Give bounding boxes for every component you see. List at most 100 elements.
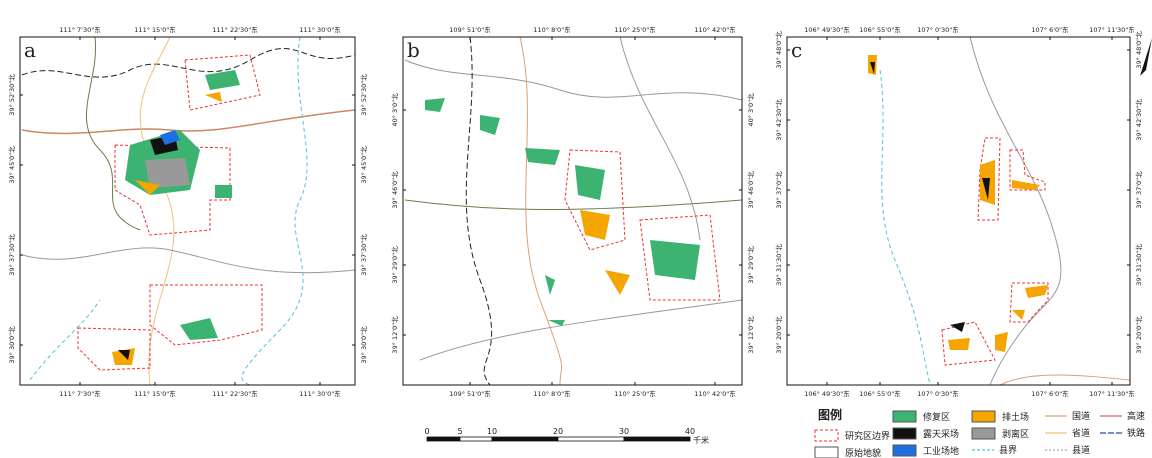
highway xyxy=(22,110,355,134)
legend-label: 国道 xyxy=(1072,410,1090,422)
lat-tick-label: 39° 31'30"北 xyxy=(775,244,783,286)
scale-label: 30 xyxy=(619,427,629,436)
panel-a-map xyxy=(22,37,355,385)
legend-swatch xyxy=(893,411,916,422)
lat-tick-label: 39° 48'0"北 xyxy=(775,31,783,69)
lat-tick-label: 39° 37'0"北 xyxy=(1135,171,1143,209)
lon-tick-label: 107° 11'30"东 xyxy=(1089,25,1135,34)
lat-tick-label: 39° 37'30"北 xyxy=(360,234,368,276)
lon-tick-label: 111° 15'0"东 xyxy=(134,25,176,34)
lon-tick-label: 110° 25'0"东 xyxy=(614,389,656,398)
railway xyxy=(22,49,355,78)
county-road xyxy=(405,60,742,100)
county-road xyxy=(22,248,355,273)
lat-tick-label: 39° 45'0"北 xyxy=(360,146,368,184)
panel-label: b xyxy=(407,38,420,62)
railway xyxy=(466,37,491,385)
lat-tick-label: 39° 20'0"北 xyxy=(1135,316,1143,354)
legend-label: 修复区 xyxy=(923,411,950,423)
lon-tick-label: 110° 42'0"东 xyxy=(694,389,736,398)
lon-tick-label: 106° 49'30"东 xyxy=(804,389,850,398)
county-border xyxy=(30,300,100,380)
lat-tick-label: 39° 29'0"北 xyxy=(391,246,399,284)
county-road xyxy=(420,300,742,360)
scale-segment xyxy=(558,437,624,441)
legend-label: 县界 xyxy=(999,445,1017,456)
legend-label: 研究区边界 xyxy=(845,430,890,442)
legend-label: 剥离区 xyxy=(1002,428,1029,440)
lat-tick-label: 39° 37'0"北 xyxy=(775,171,783,209)
lat-tick-label: 39° 45'0"北 xyxy=(8,146,16,184)
legend-label: 省道 xyxy=(1072,427,1090,439)
lat-tick-label: 39° 52'30"北 xyxy=(8,74,16,116)
panel-c-map xyxy=(868,37,1130,385)
lon-tick-label: 106° 49'30"东 xyxy=(804,25,850,34)
scale-label: 0 xyxy=(424,427,429,436)
lon-tick-label: 107° 6'0"东 xyxy=(1031,389,1069,398)
lon-tick-label: 107° 11'30"东 xyxy=(1089,389,1135,398)
legend-swatch xyxy=(893,445,916,456)
national-road xyxy=(520,37,562,385)
provincial-road xyxy=(140,37,174,385)
lon-tick-label: 107° 0'30"东 xyxy=(917,389,959,398)
lat-tick-label: 39° 12'0"北 xyxy=(747,316,755,354)
lat-tick-label: 39° 30'0"北 xyxy=(8,326,16,364)
legend-label: 工业场地 xyxy=(923,445,959,457)
county-border xyxy=(880,70,930,385)
lon-tick-label: 107° 0'30"东 xyxy=(917,25,959,34)
lat-tick-label: 40° 3'0"北 xyxy=(747,93,755,127)
lat-tick-label: 40° 3'0"北 xyxy=(391,93,399,127)
lon-tick-label: 111° 7'30"东 xyxy=(59,389,101,398)
scale-segment xyxy=(492,437,558,441)
panel-frame xyxy=(403,37,742,385)
legend-swatch xyxy=(815,430,838,441)
lon-tick-label: 106° 55'0"东 xyxy=(859,25,901,34)
lon-tick-label: 111° 7'30"东 xyxy=(59,25,101,34)
scale-label: 10 xyxy=(487,427,497,436)
legend-swatch xyxy=(893,428,916,439)
lon-tick-label: 111° 30'0"东 xyxy=(299,389,341,398)
scale-unit: 千米 xyxy=(693,435,709,445)
legend-swatch xyxy=(815,447,838,458)
legend-label: 露天采场 xyxy=(923,429,959,440)
panel-label: a xyxy=(24,38,36,62)
lon-tick-label: 109° 51'0"东 xyxy=(449,25,491,34)
lat-tick-label: 39° 12'0"北 xyxy=(391,316,399,354)
legend-label: 原始地貌 xyxy=(845,447,881,458)
scale-segment xyxy=(427,437,460,441)
lon-tick-label: 109° 51'0"东 xyxy=(449,389,491,398)
lat-tick-label: 39° 29'0"北 xyxy=(747,246,755,284)
lon-tick-label: 110° 42'0"东 xyxy=(694,25,736,34)
panel-label: c xyxy=(791,38,802,62)
panel-frame xyxy=(787,37,1130,385)
lat-tick-label: 39° 42'30"北 xyxy=(775,99,783,141)
lon-tick-label: 106° 55'0"东 xyxy=(859,389,901,398)
county-road xyxy=(970,37,1061,385)
legend-label: 高速 xyxy=(1127,410,1145,422)
scale-label: 40 xyxy=(685,427,695,436)
lon-tick-label: 107° 6'0"东 xyxy=(1031,25,1069,34)
lat-tick-label: 39° 46'0"北 xyxy=(747,171,755,209)
lon-tick-label: 111° 22'30"东 xyxy=(212,389,258,398)
legend-label: 县道 xyxy=(1072,444,1090,456)
lon-tick-label: 110° 25'0"东 xyxy=(614,25,656,34)
lat-tick-label: 39° 30'0"北 xyxy=(360,326,368,364)
legend-swatch xyxy=(972,411,995,422)
legend-label: 铁路 xyxy=(1127,427,1145,439)
lat-tick-label: 39° 42'30"北 xyxy=(1135,99,1143,141)
lon-tick-label: 110° 8'0"东 xyxy=(533,25,571,34)
scale-segment xyxy=(460,437,492,441)
lat-tick-label: 39° 48'0"北 xyxy=(1135,31,1143,69)
legend-label: 排土场 xyxy=(1002,411,1029,423)
study-boundary xyxy=(78,328,150,370)
lon-tick-label: 111° 15'0"东 xyxy=(134,389,176,398)
lat-tick-label: 39° 46'0"北 xyxy=(391,171,399,209)
road xyxy=(86,37,140,230)
panel-b-map xyxy=(405,37,742,385)
lat-tick-label: 39° 31'30"北 xyxy=(1135,244,1143,286)
national-road xyxy=(1000,375,1130,385)
county-road xyxy=(620,37,700,240)
lon-tick-label: 111° 22'30"东 xyxy=(212,25,258,34)
figure: a 111° 7'30"东 111° 7'30"东 111° 15'0"东 111° 1… xyxy=(0,0,1152,458)
legend-swatch xyxy=(972,428,995,439)
